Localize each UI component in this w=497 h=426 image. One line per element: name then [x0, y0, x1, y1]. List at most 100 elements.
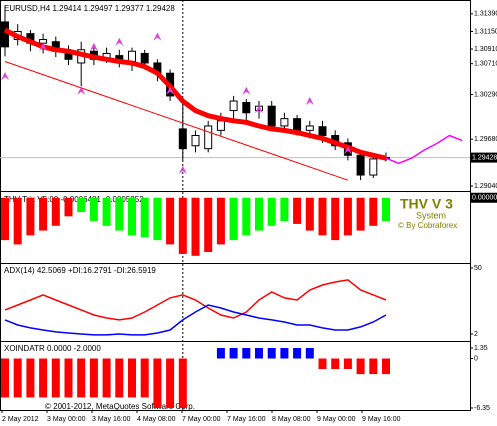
candle-body	[267, 105, 276, 127]
pane-title: ADX(14) 42.5069 +DI:16.2791 -DI:26.5919	[4, 266, 156, 275]
x-tick-label: 2 May 2012	[2, 416, 39, 423]
indicator-subtitle: System	[416, 210, 446, 220]
signal-arrow	[89, 42, 98, 51]
candle-body	[280, 118, 289, 127]
histogram-bar	[153, 358, 162, 408]
projection-line	[385, 134, 463, 165]
candle-body	[305, 125, 314, 131]
signal-arrow	[166, 86, 175, 95]
histogram-bar	[166, 358, 175, 408]
candle-body	[293, 118, 302, 131]
candle-body	[191, 134, 200, 147]
signal-arrow	[39, 42, 48, 51]
pane-title: THV Trix V5:00 -0.0006481 -0.0005852	[4, 195, 144, 204]
y-tick-label: 50	[474, 265, 482, 272]
histogram-bar	[39, 197, 48, 231]
histogram-bar	[242, 347, 251, 359]
histogram-bar	[267, 347, 276, 359]
x-tick-label: 4 May 08:00	[137, 416, 176, 423]
candle-body	[178, 128, 187, 150]
histogram-bar	[331, 358, 340, 370]
histogram-bar	[51, 358, 60, 398]
y-tick-label: 1.30910	[474, 46, 497, 53]
histogram-bar	[178, 358, 187, 408]
indicator-credit: © By Cobraforex	[398, 221, 457, 230]
histogram-bar	[64, 197, 73, 217]
histogram-bar	[128, 197, 136, 236]
histogram-bar	[13, 197, 22, 245]
histogram-bar	[140, 358, 149, 398]
y-tick-highlight	[471, 192, 497, 203]
histogram-bar	[216, 347, 225, 359]
histogram-bar	[305, 197, 314, 231]
y-tick-label: 1.30710	[474, 61, 497, 68]
histogram-bar	[305, 347, 314, 359]
y-tick-label: 1.29040	[474, 183, 497, 190]
x-tick-label: 8 May 08:00	[272, 416, 311, 423]
y-tick-label: 1.31390	[474, 11, 497, 18]
signal-arrow	[153, 32, 162, 41]
histogram-bar	[369, 358, 378, 375]
histogram-bar	[140, 197, 149, 238]
histogram-bar	[115, 197, 124, 231]
histogram-bar	[382, 197, 390, 222]
histogram-bar	[153, 197, 162, 241]
candle-body	[128, 50, 136, 62]
x-tick-label: 3 May 16:00	[92, 416, 131, 423]
histogram-bar	[178, 197, 187, 254]
signal-arrow	[115, 37, 124, 46]
histogram-bar	[343, 197, 352, 236]
moving-average	[3, 27, 387, 161]
indicator-line	[4, 304, 387, 336]
histogram-bar	[115, 358, 124, 398]
histogram-bar	[89, 358, 98, 398]
histogram-bar	[216, 197, 225, 245]
x-tick-label: 7 May 00:00	[182, 416, 221, 423]
candle-body	[140, 52, 149, 64]
signal-arrow	[255, 105, 263, 114]
candle-body	[1, 21, 9, 48]
current-price-label: 1.29428	[472, 154, 497, 161]
histogram-bar	[102, 197, 111, 226]
histogram-bar	[280, 197, 289, 222]
histogram-bar	[77, 197, 86, 213]
signal-arrow	[1, 72, 9, 81]
histogram-bar	[318, 358, 327, 370]
histogram-bar	[318, 197, 327, 236]
histogram-bar	[191, 197, 200, 256]
trend-line	[4, 61, 349, 181]
x-tick-label: 9 May 00:00	[317, 416, 356, 423]
candle-body	[39, 39, 48, 44]
y-tick-label: 0	[474, 355, 478, 362]
histogram-bar	[1, 358, 9, 398]
histogram-bar	[343, 358, 352, 370]
indicator-brand: THV V 3	[400, 196, 453, 212]
histogram-bar	[77, 358, 86, 398]
candle-body	[369, 158, 378, 176]
histogram-bar	[293, 197, 302, 224]
candle-body	[356, 154, 365, 176]
signal-arrow	[178, 165, 187, 174]
histogram-bar	[204, 197, 213, 253]
candle-body	[204, 125, 213, 150]
histogram-bar	[102, 358, 111, 398]
x-tick-label: 3 May 00:00	[47, 416, 86, 423]
histogram-bar	[26, 197, 35, 236]
candle-body	[318, 126, 327, 136]
histogram-bar	[356, 358, 365, 375]
y-tick-label: 1.35	[474, 345, 488, 352]
x-tick-label: 7 May 16:00	[227, 416, 266, 423]
histogram-bar	[64, 358, 73, 398]
current-price-box	[471, 152, 497, 163]
y-tick-label: 1.30290	[474, 91, 497, 98]
histogram-bar	[128, 358, 136, 398]
histogram-bar	[280, 347, 289, 359]
histogram-bar	[166, 197, 175, 245]
histogram-bar	[255, 347, 263, 359]
signal-arrow	[242, 86, 251, 95]
indicator-line	[4, 279, 387, 321]
y-tick-label: 1.29680	[474, 136, 497, 143]
histogram-bar	[242, 197, 251, 236]
pane-title: EURUSD,H4 1.29414 1.29497 1.29377 1.2942…	[4, 4, 175, 13]
